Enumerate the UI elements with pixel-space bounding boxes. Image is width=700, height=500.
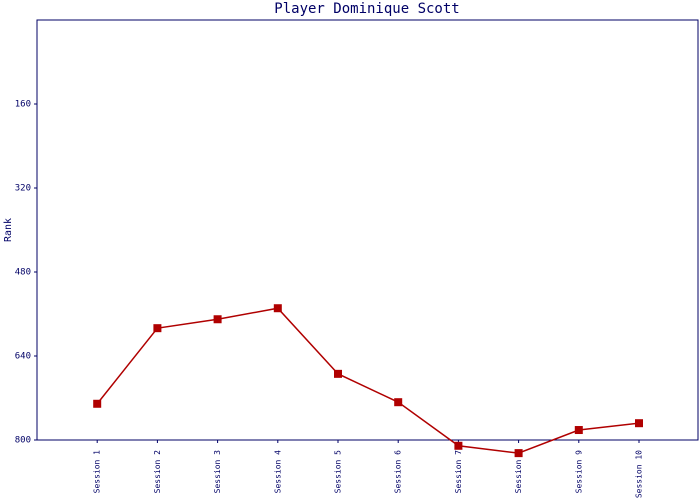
x-tick-label: Session 3	[213, 450, 222, 494]
x-tick-label: Session 2	[153, 450, 162, 494]
x-tick-label: Session 10	[635, 450, 644, 498]
chart-title: Player Dominique Scott	[274, 1, 459, 17]
y-tick-label: 320	[15, 184, 31, 194]
data-point	[454, 441, 463, 450]
series-line	[96, 307, 640, 454]
data-point	[394, 398, 403, 407]
data-point	[153, 324, 162, 333]
data-point	[574, 426, 583, 435]
y-tick-label: 480	[15, 268, 31, 278]
data-point	[334, 369, 342, 378]
x-tick-label: Session 9	[574, 450, 583, 494]
x-tick-label: Session 1	[93, 450, 102, 494]
data-point	[213, 315, 222, 324]
plot-frame	[36, 19, 699, 441]
y-tick-label: 640	[15, 352, 31, 362]
x-tick-label: Session 6	[394, 450, 403, 494]
x-tick-label: Session 8	[514, 450, 523, 494]
data-point	[635, 419, 643, 428]
y-tick-label: 160	[15, 100, 31, 110]
data-point	[93, 399, 102, 408]
y-tick-label: 800	[15, 436, 31, 446]
data-point	[514, 449, 523, 458]
x-tick-label: Session 5	[334, 450, 343, 494]
x-tick-label: Session 4	[273, 450, 282, 494]
y-axis-label: Rank	[3, 218, 14, 242]
x-tick-label: Session 7	[454, 450, 463, 494]
data-point	[273, 304, 282, 313]
